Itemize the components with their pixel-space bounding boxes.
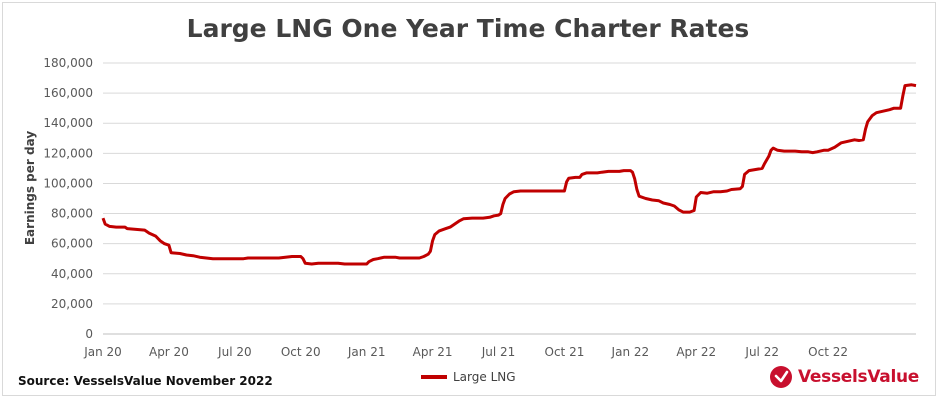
x-tick-label: Jan 20: [83, 345, 122, 359]
x-tick-label: Jul 21: [481, 345, 516, 359]
x-tick-label: Oct 22: [808, 345, 848, 359]
legend: Large LNG: [421, 370, 516, 384]
y-tick-label: 20,000: [51, 297, 93, 311]
gridlines: [103, 62, 916, 335]
y-tick-label: 160,000: [43, 86, 93, 100]
x-tick-label: Apr 21: [413, 345, 453, 359]
vesselsvalue-logo: VesselsValue: [770, 366, 919, 388]
y-tick-label: 40,000: [51, 267, 93, 281]
y-tick-label: 0: [85, 327, 93, 341]
x-tick-label: Jul 20: [217, 345, 252, 359]
series-lines: [101, 83, 917, 266]
legend-label-large-lng: Large LNG: [453, 370, 516, 384]
series-line-large-lng: [101, 83, 917, 266]
chart-frame: [2, 2, 936, 396]
source-note: Source: VesselsValue November 2022: [18, 374, 273, 388]
x-tick-label: Jan 21: [347, 345, 386, 359]
y-tick-label: 120,000: [43, 146, 93, 160]
y-tick-label: 80,000: [51, 207, 93, 221]
y-axis-label: Earnings per day: [23, 130, 37, 246]
y-tick-label: 140,000: [43, 116, 93, 130]
chart-title: Large LNG One Year Time Charter Rates: [186, 14, 750, 43]
x-tick-label: Oct 21: [545, 345, 585, 359]
legend-swatch-large-lng: [421, 375, 447, 379]
logo-mark-icon: [770, 366, 792, 388]
y-tick-label: 100,000: [43, 176, 93, 190]
y-tick-labels: 0 20,000 40,000 60,000 80,000 100,000 120,000 1…: [43, 56, 93, 341]
x-tick-label: Apr 20: [149, 345, 189, 359]
x-tick-label: Jul 22: [744, 345, 779, 359]
x-tick-label: Oct 20: [281, 345, 321, 359]
x-tick-label: Apr 22: [676, 345, 716, 359]
x-tick-label: Jan 22: [611, 345, 650, 359]
logo-text: VesselsValue: [798, 367, 920, 387]
x-tick-labels: Jan 20 Apr 20 Jul 20 Oct 20 Jan 21 Apr 21 Jul …: [83, 345, 848, 359]
y-tick-label: 60,000: [51, 237, 93, 251]
y-tick-label: 180,000: [43, 56, 93, 70]
